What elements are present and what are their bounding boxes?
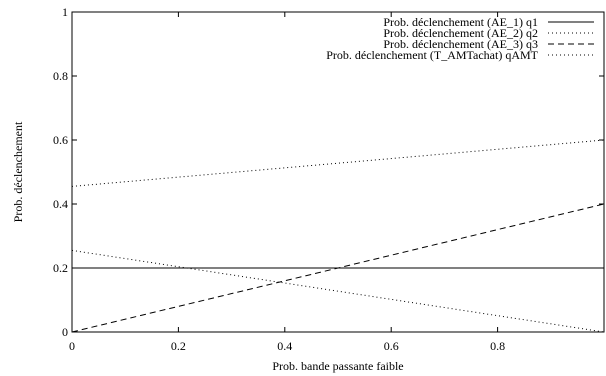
x-tick-label: 0.8: [490, 339, 505, 353]
y-tick-label: 0.4: [53, 197, 68, 211]
x-tick-label: 0: [69, 339, 75, 353]
x-tick-label: 0.6: [384, 339, 399, 353]
x-tick-label: 0.2: [171, 339, 186, 353]
series-line-2: [71, 249, 605, 333]
y-tick-label: 1: [62, 5, 68, 19]
legend-label-4: Prob. déclenchement (T_AMTachat) qAMT: [326, 48, 538, 62]
series-lines: [71, 139, 605, 333]
plot-border: [71, 11, 605, 333]
x-axis-label: Prob. bande passante faible: [272, 359, 403, 373]
y-tick-label: 0: [62, 325, 68, 339]
series-line-3: [71, 203, 605, 333]
y-tick-label: 0.2: [53, 261, 68, 275]
series-line-4: [71, 139, 605, 187]
legend-label-3: Prob. déclenchement (AE_3) q3: [383, 37, 538, 51]
y-tick-label: 0.8: [53, 69, 68, 83]
axis-ticks: 0 0.2 0.4 0.6 0.8 0 0.2 0.4 0.6 0.8 1: [53, 5, 604, 353]
plot-frame: [71, 11, 605, 333]
legend-label-1: Prob. déclenchement (AE_1) q1: [383, 15, 538, 29]
legend-label-2: Prob. déclenchement (AE_2) q2: [383, 26, 538, 40]
y-axis-label: Prob. déclenchement: [11, 121, 25, 222]
y-tick-label: 0.6: [53, 133, 68, 147]
x-tick-label: 0.4: [277, 339, 292, 353]
